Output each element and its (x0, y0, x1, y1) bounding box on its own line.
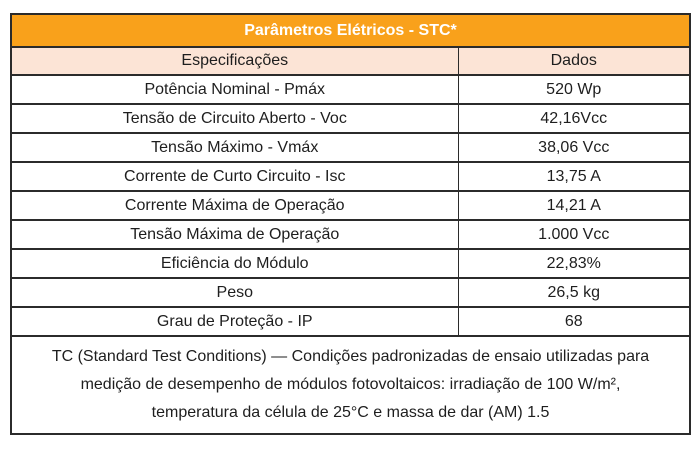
spec-cell: Peso (10, 277, 459, 308)
spec-cell: Tensão Máximo - Vmáx (10, 132, 459, 163)
value-cell: 1.000 Vcc (457, 219, 691, 250)
value-cell: 42,16Vcc (457, 103, 691, 134)
table-row: Tensão Máximo - Vmáx 38,06 Vcc (10, 132, 691, 163)
footnote-line: temperatura da célula de 25°C e massa de… (151, 404, 550, 421)
footnote-row: TC (Standard Test Conditions) — Condiçõe… (10, 335, 691, 435)
value-cell: 38,06 Vcc (457, 132, 691, 163)
table-row: Corrente de Curto Circuito - Isc 13,75 A (10, 161, 691, 192)
footnote: TC (Standard Test Conditions) — Condiçõe… (10, 335, 691, 435)
value-cell: 26,5 kg (457, 277, 691, 308)
table-row: Corrente Máxima de Operação 14,21 A (10, 190, 691, 221)
spec-sheet: Parâmetros Elétricos - STC* Especificaçõ… (10, 13, 691, 435)
spec-cell: Tensão de Circuito Aberto - Voc (10, 103, 459, 134)
spec-cell: Grau de Proteção - IP (10, 306, 459, 337)
table-row: Eficiência do Módulo 22,83% (10, 248, 691, 279)
spec-cell: Corrente de Curto Circuito - Isc (10, 161, 459, 192)
title-row: Parâmetros Elétricos - STC* (10, 13, 691, 48)
value-cell: 520 Wp (457, 74, 691, 105)
table-row: Peso 26,5 kg (10, 277, 691, 308)
table-row: Tensão Máxima de Operação 1.000 Vcc (10, 219, 691, 250)
value-cell: 14,21 A (457, 190, 691, 221)
footnote-line: TC (Standard Test Conditions) — Condiçõe… (51, 348, 650, 365)
column-header-row: Especificações Dados (10, 46, 691, 76)
value-cell: 68 (457, 306, 691, 337)
table-title: Parâmetros Elétricos - STC* (10, 13, 691, 48)
column-header-especificacoes: Especificações (10, 46, 459, 76)
spec-cell: Potência Nominal - Pmáx (10, 74, 459, 105)
spec-cell: Tensão Máxima de Operação (10, 219, 459, 250)
footnote-line: medição de desempenho de módulos fotovol… (80, 376, 621, 393)
value-cell: 13,75 A (457, 161, 691, 192)
table-row: Potência Nominal - Pmáx 520 Wp (10, 74, 691, 105)
parameters-table: Parâmetros Elétricos - STC* Especificaçõ… (10, 13, 691, 435)
column-header-dados: Dados (457, 46, 691, 76)
table-row: Grau de Proteção - IP 68 (10, 306, 691, 337)
spec-cell: Eficiência do Módulo (10, 248, 459, 279)
spec-cell: Corrente Máxima de Operação (10, 190, 459, 221)
table-row: Tensão de Circuito Aberto - Voc 42,16Vcc (10, 103, 691, 134)
value-cell: 22,83% (457, 248, 691, 279)
